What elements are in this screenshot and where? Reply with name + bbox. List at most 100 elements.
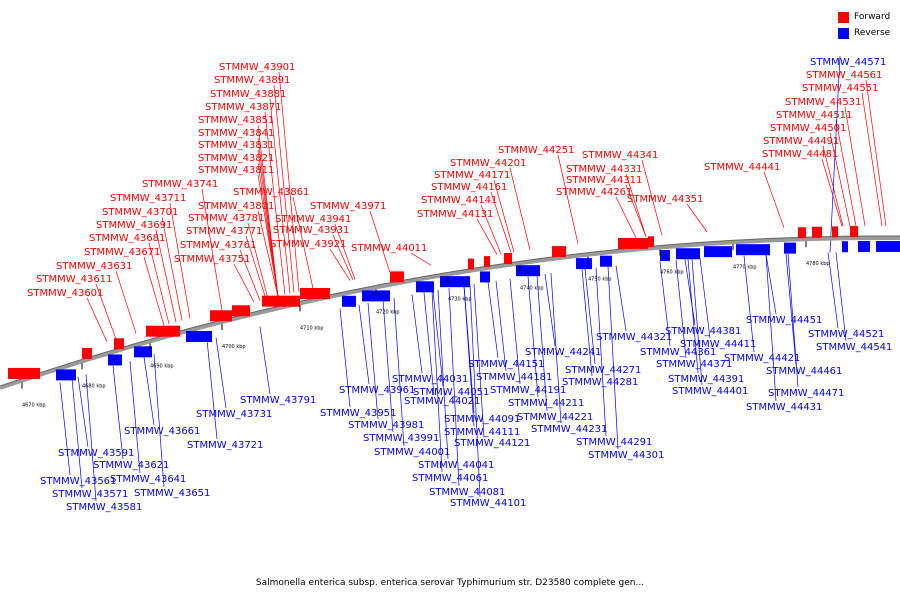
gene-leader <box>393 297 405 447</box>
forward-gene-block <box>82 347 92 359</box>
gene-leader <box>95 283 117 340</box>
gene-label: STMMW_43591 <box>58 448 134 459</box>
gene-leader <box>259 326 271 395</box>
forward-gene-block <box>232 305 250 317</box>
tick-label: 4700 kbp <box>222 344 246 350</box>
gene-label: STMMW_43941 <box>275 214 351 225</box>
legend-reverse: Reverse <box>838 25 890 41</box>
reverse-swatch <box>838 27 849 39</box>
gene-leader <box>358 304 370 385</box>
reverse-gene-block <box>600 255 612 267</box>
gene-leader <box>215 337 227 409</box>
gene-label: STMMW_44271 <box>565 365 641 376</box>
gene-leader <box>437 290 449 460</box>
gene-label: STMMW_44181 <box>476 372 552 383</box>
forward-gene-block <box>300 288 330 300</box>
forward-gene-block <box>618 237 648 249</box>
reverse-gene-block <box>416 281 434 293</box>
gene-leader <box>153 354 165 488</box>
gene-label: STMMW_43721 <box>187 440 263 451</box>
gene-label: STMMW_44421 <box>724 353 800 364</box>
gene-leader <box>829 55 841 253</box>
gene-label: STMMW_43611 <box>36 274 112 285</box>
gene-label: STMMW_44121 <box>454 438 530 449</box>
gene-label: STMMW_43681 <box>89 233 165 244</box>
gene-leader <box>861 92 883 226</box>
gene-label: STMMW_44461 <box>766 366 842 377</box>
gene-label: STMMW_44371 <box>656 359 732 370</box>
gene-leader <box>557 154 579 244</box>
gene-leader <box>86 297 108 342</box>
gene-leader <box>233 263 255 303</box>
gene-leader <box>473 284 485 438</box>
gene-leader <box>687 259 699 374</box>
gene-leader <box>269 98 291 294</box>
gene-label: STMMW_43981 <box>348 420 424 431</box>
gene-label: STMMW_43801 <box>198 201 274 212</box>
gene-label: STMMW_43971 <box>310 201 386 212</box>
reverse-gene-block <box>576 258 592 270</box>
gene-leader <box>625 173 647 237</box>
gene-leader <box>161 216 183 321</box>
gene-leader <box>334 223 356 280</box>
tick-label: 4680 kbp <box>82 383 106 389</box>
gene-label: STMMW_44491 <box>763 136 839 147</box>
gene-leader <box>675 260 687 359</box>
gene-leader <box>743 255 755 353</box>
gene-label: STMMW_44561 <box>806 70 882 81</box>
forward-gene-block <box>210 310 232 322</box>
gene-leader <box>595 267 607 437</box>
gene-leader <box>143 256 165 326</box>
gene-leader <box>691 258 703 386</box>
gene-label: STMMW_44351 <box>627 194 703 205</box>
forward-gene-block <box>468 258 474 270</box>
reverse-gene-block <box>858 241 870 253</box>
reverse-gene-block <box>108 354 122 366</box>
gene-label: STMMW_43561 <box>40 476 116 487</box>
gene-label: STMMW_43651 <box>134 488 210 499</box>
gene-label: STMMW_43991 <box>363 433 439 444</box>
gene-leader <box>821 158 843 227</box>
gene-label: STMMW_44171 <box>434 170 510 181</box>
gene-label: STMMW_43791 <box>240 395 316 406</box>
reverse-gene-block <box>676 248 700 260</box>
gene-leader <box>264 111 286 295</box>
gene-leader <box>278 71 300 292</box>
forward-gene-block <box>484 256 490 268</box>
gene-label: STMMW_43921 <box>270 239 346 250</box>
reverse-gene-block <box>362 290 390 302</box>
gene-leader <box>487 281 499 359</box>
gene-leader <box>480 204 502 255</box>
gene-label: STMMW_44391 <box>668 374 744 385</box>
gene-label: STMMW_43761 <box>180 240 256 251</box>
gene-label: STMMW_44311 <box>566 175 642 186</box>
gene-leader <box>148 242 170 325</box>
tick-label: 4690 kbp <box>150 363 174 369</box>
gene-leader <box>257 210 279 297</box>
gene-leader <box>659 261 671 347</box>
gene-label: STMMW_43881 <box>210 89 286 100</box>
gene-leader <box>495 280 507 372</box>
gene-label: STMMW_44041 <box>418 460 494 471</box>
legend-forward: Forward <box>838 9 890 25</box>
gene-label: STMMW_44011 <box>351 243 427 254</box>
gene-label: STMMW_43961 <box>339 385 415 396</box>
gene-label: STMMW_44051 <box>413 387 489 398</box>
gene-label: STMMW_44431 <box>746 402 822 413</box>
gene-label: STMMW_43931 <box>273 225 349 236</box>
gene-leader <box>112 366 124 460</box>
gene-label: STMMW_43841 <box>198 128 274 139</box>
gene-leader <box>463 285 475 427</box>
forward-gene-block <box>850 226 858 238</box>
gene-leader <box>432 290 444 387</box>
gene-leader <box>684 259 696 326</box>
gene-label: STMMW_44531 <box>785 97 861 108</box>
gene-label: STMMW_44501 <box>770 123 846 134</box>
gene-leader <box>329 248 351 281</box>
genome-backbone <box>0 235 900 390</box>
gene-leader <box>115 270 137 334</box>
gene-leader <box>827 252 839 329</box>
gene-leader <box>763 171 785 228</box>
tick-label: 4770 kbp <box>733 264 757 270</box>
